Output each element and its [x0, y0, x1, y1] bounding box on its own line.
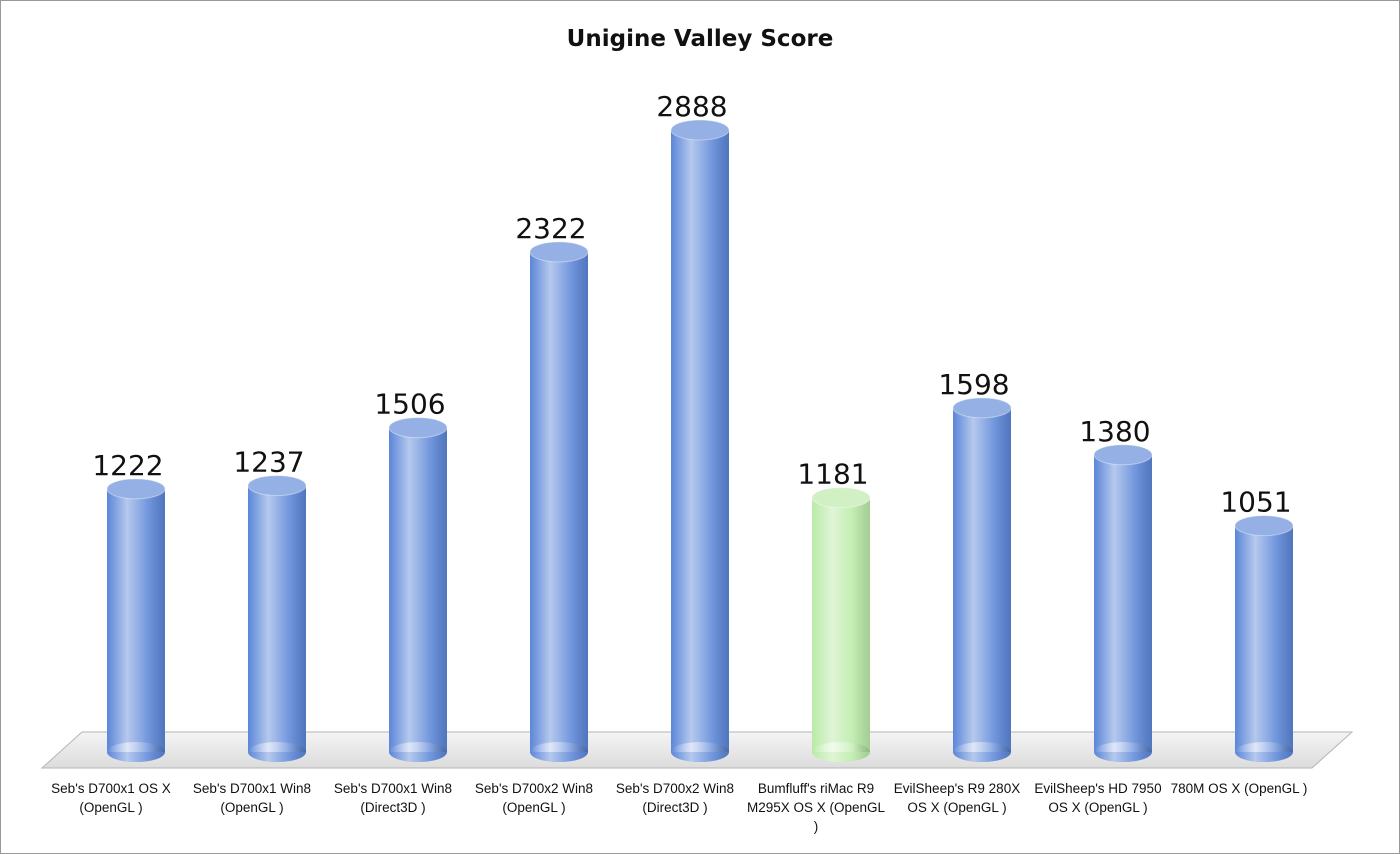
x-tick-label: 780M OS X (OpenGL )	[1170, 781, 1308, 796]
bar-top-shine	[389, 417, 447, 438]
bar-shine	[530, 251, 588, 752]
bar-top	[247, 475, 307, 497]
bar-top-shine	[1094, 444, 1152, 465]
x-tick-label: EvilSheep's HD 7950 OS X (OpenGL )	[1034, 781, 1162, 815]
x-tick-label: Seb's D700x1 OS X (OpenGL )	[51, 781, 171, 815]
x-tick-label: Bumfluff's riMac R9 M295X OS X (OpenGL )	[746, 781, 886, 834]
x-tick-label: Seb's D700x1 Win8 (OpenGL )	[192, 781, 312, 815]
bar-shine	[389, 427, 447, 752]
bar-shine	[107, 488, 165, 752]
bar-shine	[953, 407, 1011, 752]
bar-shine	[812, 497, 870, 752]
data-label: 1380	[1079, 415, 1150, 448]
bar-top	[388, 417, 448, 439]
bar-top-shine	[953, 397, 1011, 418]
bar-top	[1234, 515, 1294, 537]
bar-shine	[248, 485, 306, 752]
x-tick-label: Seb's D700x1 Win8 (Direct3D )	[333, 781, 453, 815]
data-label: 1237	[233, 446, 304, 479]
bar-shine	[671, 130, 729, 752]
bar-top-shine	[671, 120, 729, 140]
data-label: 1598	[938, 368, 1009, 401]
bar-top	[670, 119, 730, 141]
x-tick-label: Seb's D700x2 Win8 (Direct3D )	[615, 781, 735, 815]
bar-top	[811, 487, 871, 509]
bar-top	[952, 397, 1012, 419]
data-label: 2322	[515, 212, 586, 245]
data-label: 1222	[92, 449, 163, 482]
bar-top-shine	[107, 478, 165, 499]
bar-top-shine	[812, 487, 870, 508]
bar-shine	[1094, 454, 1152, 752]
bar-top-shine	[530, 241, 588, 262]
x-tick-label: Seb's D700x2 Win8 (OpenGL )	[474, 781, 594, 815]
bar-top	[106, 478, 166, 500]
bar-top-shine	[1235, 515, 1293, 536]
data-label: 2888	[656, 90, 727, 123]
bar-shine	[1235, 525, 1293, 752]
data-label: 1506	[374, 388, 445, 421]
data-label: 1051	[1220, 486, 1291, 519]
data-label: 1181	[797, 458, 868, 491]
chart-title: Unigine Valley Score	[567, 26, 834, 52]
x-tick-label: EvilSheep's R9 280X OS X (OpenGL )	[893, 781, 1021, 815]
bar-top-shine	[248, 475, 306, 496]
bar-top	[1093, 444, 1153, 466]
bar-top	[529, 241, 589, 263]
